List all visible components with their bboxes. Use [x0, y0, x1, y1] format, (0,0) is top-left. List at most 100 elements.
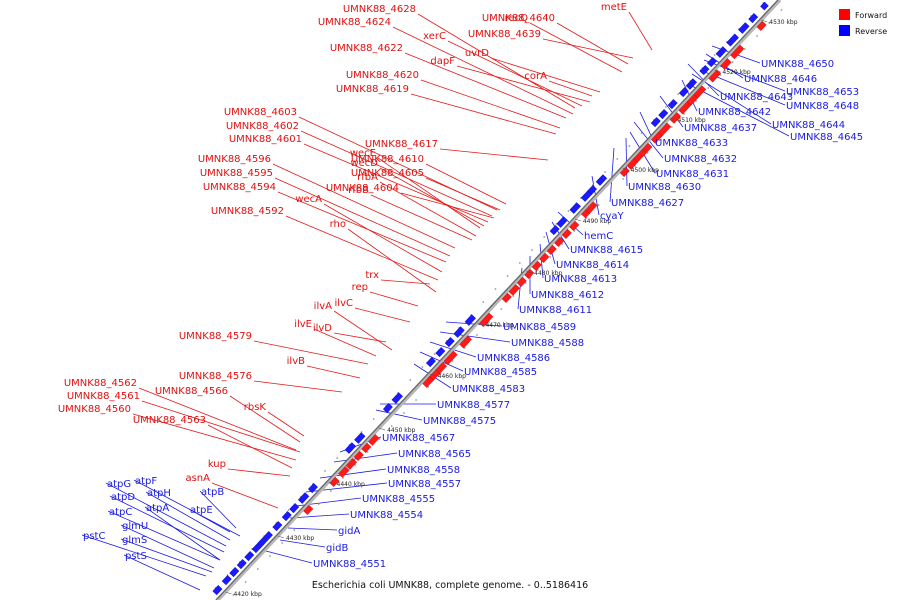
gene-label-umnk88_4610: UMNK88_4610 — [351, 154, 424, 165]
gene-label-ilve: ilvE — [294, 319, 312, 330]
label-leader-lines — [81, 11, 790, 591]
gene-label-gida: gidA — [338, 526, 360, 537]
reverse-gene-block — [272, 521, 283, 532]
reverse-gene-block — [569, 202, 581, 214]
gene-label-umnk88_4583: UMNK88_4583 — [452, 384, 525, 395]
gene-label-rbsk: rbsK — [244, 402, 267, 413]
reverse-gene-block — [595, 174, 608, 186]
gene-label-umnk88_4630: UMNK88_4630 — [628, 182, 701, 193]
reverse-gene-block — [678, 87, 689, 98]
gene-label-umnk88_4577: UMNK88_4577 — [437, 400, 510, 411]
forward-gene-block — [651, 132, 663, 144]
forward-gene-block — [524, 268, 535, 279]
gene-label-umnk88_4589: UMNK88_4589 — [503, 322, 576, 333]
gene-label-glms: glmS — [122, 535, 147, 546]
forward-gene-block — [569, 220, 580, 231]
gene-label-ilvd: ilvD — [313, 323, 332, 334]
gene-label-umnk88_4650: UMNK88_4650 — [761, 59, 834, 70]
gene-label-atpc: atpC — [109, 507, 132, 518]
gene-label-umnk88_4642: UMNK88_4642 — [698, 107, 771, 118]
gene-label-umnk88_4637: UMNK88_4637 — [684, 123, 757, 134]
reverse-gene-block — [425, 357, 436, 368]
reverse-gene-block — [229, 567, 240, 578]
gene-label-umnk88_4604: UMNK88_4604 — [326, 183, 399, 194]
reverse-gene-block — [263, 531, 273, 542]
reverse-gene-block — [297, 492, 310, 504]
forward-gene-block — [730, 44, 745, 60]
forward-gene-block — [368, 434, 380, 446]
forward-gene-block — [678, 101, 692, 115]
forward-gene-block — [508, 284, 520, 296]
reverse-gene-block — [435, 347, 446, 358]
gene-label-cora: corA — [524, 71, 547, 82]
reverse-gene-block — [667, 99, 678, 110]
gene-label-umnk88_4640: UMNK88_4640 — [482, 13, 555, 24]
gene-label-ilvc: ilvC — [335, 298, 353, 309]
forward-gene-block — [626, 158, 639, 170]
gene-label-umnk88_4615: UMNK88_4615 — [570, 245, 643, 256]
gene-label-atpd: atpD — [111, 492, 135, 503]
tick-label: 4420 kbp — [233, 591, 261, 598]
gene-label-umnk88_4579: UMNK88_4579 — [179, 331, 252, 342]
reverse-gene-block — [257, 537, 268, 548]
forward-gene-block — [581, 209, 590, 219]
forward-gene-block — [329, 476, 340, 487]
forward-gene-block — [756, 20, 767, 31]
forward-gene-block — [720, 58, 732, 70]
gene-label-umnk88_4575: UMNK88_4575 — [423, 416, 496, 427]
gene-label-umnk88_4631: UMNK88_4631 — [656, 169, 729, 180]
reverse-gene-block — [244, 551, 255, 562]
gene-label-uvrd: uvrD — [465, 48, 489, 59]
forward-gene-block — [539, 252, 550, 263]
gene-label-umnk88_4628: UMNK88_4628 — [343, 4, 416, 15]
gene-label-umnk88_4617: UMNK88_4617 — [365, 139, 438, 150]
gene-label-umnk88_4592: UMNK88_4592 — [211, 206, 284, 217]
gene-label-umnk88_4624: UMNK88_4624 — [318, 17, 391, 28]
tick-label: 4500 kbp — [631, 167, 659, 174]
gene-label-rfba: rfbA — [357, 172, 378, 183]
gene-label-umnk88_4586: UMNK88_4586 — [477, 353, 550, 364]
gene-label-weca: wecA — [295, 194, 322, 205]
reverse-gene-block — [738, 22, 750, 34]
reverse-gene-block — [382, 403, 393, 414]
gene-label-wecd: wecD — [350, 158, 378, 169]
reverse-gene-block — [236, 559, 247, 570]
reverse-gene-block — [650, 117, 661, 128]
legend-forward-label: Forward — [855, 11, 887, 20]
forward-gene-block — [443, 350, 458, 366]
reverse-gene-block — [281, 511, 292, 522]
reverse-gene-block — [221, 575, 232, 586]
reverse-gene-block — [391, 392, 403, 404]
reverse-gene-block — [354, 432, 366, 444]
gene-label-umnk88_4627: UMNK88_4627 — [611, 198, 684, 209]
map-caption: Escherichia coli UMNK88, complete genome… — [312, 580, 588, 591]
genome-backbone — [215, 0, 782, 600]
forward-gene-block — [708, 69, 722, 83]
gene-label-umnk88_4632: UMNK88_4632 — [664, 154, 737, 165]
legend-forward-swatch — [839, 9, 850, 20]
gene-label-umnk88_4644: UMNK88_4644 — [772, 120, 845, 131]
reverse-gene-block — [760, 1, 769, 11]
gene-label-umnk88_4601: UMNK88_4601 — [229, 134, 302, 145]
gene-label-umnk88_4558: UMNK88_4558 — [387, 465, 460, 476]
forward-gene-block — [501, 292, 512, 303]
forward-gene-block — [669, 112, 682, 124]
reverse-gene-block — [289, 503, 300, 514]
gene-label-pstc: pstC — [83, 531, 105, 542]
gene-label-atph: atpH — [147, 488, 171, 499]
gene-label-ilva: ilvA — [314, 301, 332, 312]
gene-label-umnk88_4555: UMNK88_4555 — [362, 494, 435, 505]
gene-label-umnk88_4620: UMNK88_4620 — [346, 70, 419, 81]
reverse-gene-block — [685, 78, 698, 90]
reverse-gene-block — [549, 225, 560, 236]
gene-label-atpf: atpF — [135, 476, 157, 487]
reverse-gene-block — [580, 190, 593, 202]
gene-label-umnk88_4560: UMNK88_4560 — [58, 404, 131, 415]
gene-label-umnk88_4633: UMNK88_4633 — [655, 138, 728, 149]
tick-label: 4530 kbp — [769, 19, 797, 26]
tick-label: 4450 kbp — [387, 427, 415, 434]
backbone-dots — [214, 2, 783, 596]
gene-label-rep: rep — [352, 282, 368, 293]
